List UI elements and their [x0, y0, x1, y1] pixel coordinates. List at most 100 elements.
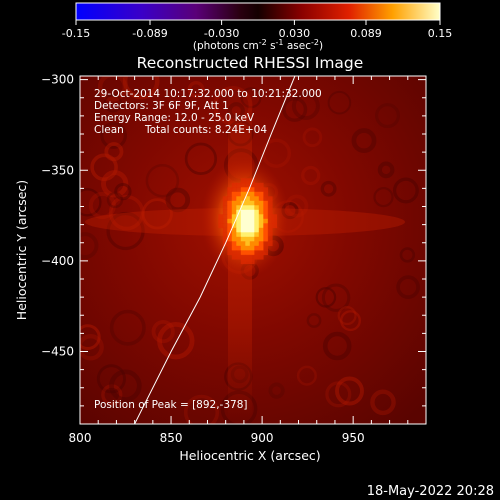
flare-pixel [249, 241, 255, 247]
artifact-ring [291, 92, 320, 120]
flare-pixel [227, 223, 233, 229]
flare-pixel [222, 236, 228, 242]
flare-pixel [231, 196, 237, 202]
artifact-ring [109, 309, 146, 346]
artifact-ring [375, 103, 401, 129]
artifact-ring [392, 177, 419, 204]
info-energy-range: Energy Range: 12.0 - 25.0 keV [94, 112, 255, 124]
flare-pixel [249, 205, 255, 211]
artifact-ring [106, 191, 124, 209]
flare-pixel [227, 241, 233, 247]
flare-pixel [222, 200, 228, 206]
y-tick-label: −350 [41, 163, 74, 177]
flare-pixel [267, 227, 273, 233]
flare-pixel [236, 250, 242, 256]
flare-pixel [245, 205, 251, 211]
colorbar-gradient [75, 2, 441, 21]
flare-pixel [227, 209, 233, 215]
artifact-ring [183, 394, 220, 424]
flare-pixel [249, 209, 255, 215]
flare-pixel [240, 254, 246, 260]
flare-pixel [245, 209, 251, 215]
artifact-ring [80, 324, 101, 350]
flare-source [218, 178, 278, 265]
flare-pixel [236, 205, 242, 211]
flare-pixel [254, 241, 260, 247]
flare-pixel [272, 214, 278, 220]
info-peak-position: Position of Peak = [892,-378] [94, 399, 248, 411]
flare-pixel [245, 223, 251, 229]
flare-pixel [231, 209, 237, 215]
flare-pixel [258, 236, 264, 242]
flare-pixel [254, 236, 260, 242]
flare-pixel [245, 178, 251, 184]
flare-pixel [222, 227, 228, 233]
artifact-ring [80, 188, 102, 217]
flare-pixel [245, 200, 251, 206]
flare-pixel [263, 241, 269, 247]
flare-pixel [258, 250, 264, 256]
flare-pixel [240, 259, 246, 265]
flare-pixel [254, 182, 260, 188]
flare-pixel [249, 254, 255, 260]
colorbar-tick-label: 0.089 [350, 27, 382, 40]
flare-pixel [263, 223, 269, 229]
flare-pixel [258, 218, 264, 224]
artifact-ring [370, 389, 396, 416]
flare-pixel [231, 200, 237, 206]
flare-pixel [240, 196, 246, 202]
flare-pixel [263, 187, 269, 193]
flare-pixel [263, 205, 269, 211]
flare-pixel [258, 200, 264, 206]
flare-pixel [258, 182, 264, 188]
y-tick-label: −300 [41, 73, 74, 87]
flare-pixel [249, 232, 255, 238]
flare-pixel [240, 218, 246, 224]
flare-pixel [227, 250, 233, 256]
flare-pixel [236, 191, 242, 197]
flare-pixel [240, 227, 246, 233]
flare-pixel [249, 187, 255, 193]
flare-pixel [218, 223, 224, 229]
flare-pixel [249, 182, 255, 188]
flare-pixel [254, 200, 260, 206]
info-total-counts: Total counts: 8.24E+04 [144, 124, 267, 136]
flare-pixel [249, 214, 255, 220]
flare-pixel [236, 223, 242, 229]
artifact-ring [100, 122, 127, 149]
flare-pixel [245, 250, 251, 256]
artifact-ring [306, 313, 322, 328]
flare-pixel [245, 187, 251, 193]
flare-pixel [249, 227, 255, 233]
flare-pixel [231, 191, 237, 197]
flare-pixel [240, 178, 246, 184]
flare-pixel [249, 191, 255, 197]
flare-pixel [245, 218, 251, 224]
flare-pixel [236, 232, 242, 238]
flare-pixel [267, 232, 273, 238]
flare-pixel [231, 223, 237, 229]
colorbar-tick-label: -0.089 [132, 27, 167, 40]
artifact-ring [145, 163, 180, 198]
flare-pixel [258, 241, 264, 247]
x-axis: 800 850 900 950 [69, 76, 409, 445]
colorbar: -0.15 -0.089 -0.030 0.030 0.089 0.15 (photons… [62, 2, 452, 52]
artifact-ring [80, 232, 99, 260]
flare-pixel [231, 182, 237, 188]
flare-pixel [267, 200, 273, 206]
flare-pixel [227, 227, 233, 233]
flare-pixel [249, 196, 255, 202]
flare-pixel [236, 227, 242, 233]
artifact-ring [337, 306, 357, 326]
flare-pixel [231, 254, 237, 260]
colorbar-tick-label: -0.030 [204, 27, 239, 40]
flare-pixel [231, 241, 237, 247]
artifact-ring [97, 76, 128, 102]
artifact-ring [88, 191, 117, 220]
artifact-ring [187, 81, 205, 98]
flare-pixel [254, 227, 260, 233]
flare-pixel [263, 200, 269, 206]
flare-pixel [267, 209, 273, 215]
artifact-ring [122, 76, 160, 100]
x-tick-label: 900 [251, 431, 274, 445]
